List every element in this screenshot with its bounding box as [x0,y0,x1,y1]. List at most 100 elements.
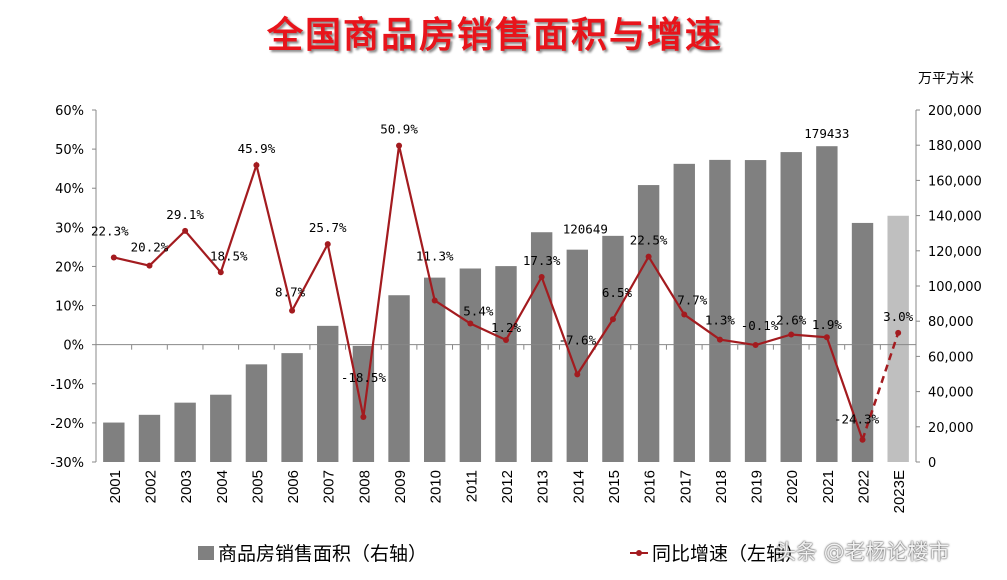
growth-data-label: 50.9% [380,122,418,137]
x-tick-label: 2009 [392,470,409,503]
growth-data-label: 25.7% [309,220,347,235]
x-tick-label: 2003 [178,470,195,503]
growth-data-label: 22.3% [91,223,129,238]
growth-point [681,311,688,318]
growth-point [182,227,189,234]
x-tick-label: 2021 [820,470,837,503]
bar [388,295,410,462]
growth-point [574,371,581,378]
x-tick-label: 2013 [535,470,552,503]
line-marker-icon [630,549,648,556]
growth-data-label: 29.1% [166,207,204,222]
legend-label-line: 同比增速（左轴） [652,543,805,565]
right-tick-label: 160,000 [928,174,982,189]
left-tick-label: -30% [50,456,84,471]
growth-data-label: 7.7% [677,293,708,308]
growth-data-label: 1.9% [812,317,843,332]
bar [637,185,660,462]
growth-line-estimate [861,332,900,441]
growth-data-label: 5.4% [463,304,494,319]
bar [887,215,909,462]
bar [245,364,268,462]
right-tick-label: 140,000 [928,210,982,225]
growth-point [324,241,331,248]
left-tick-label: 40% [55,182,84,197]
chart-title: 全国商品房销售面积与增速 [266,14,723,56]
growth-data-label: 18.5% [210,248,248,263]
bar [816,146,838,462]
left-tick-label: 50% [55,143,84,158]
bar [495,266,517,462]
growth-point [788,331,795,338]
x-tick-label: 2011 [463,470,480,502]
growth-point [146,262,153,269]
bar [424,277,446,462]
x-tick-label: 2001 [107,470,124,503]
growth-data-label: 2.6% [776,312,807,327]
bar [744,160,767,462]
growth-data-label: 11.3% [416,248,454,263]
watermark: 头条 @老杨论楼市 [775,540,950,564]
right-tick-label: 80,000 [928,315,974,330]
growth-point [823,334,830,341]
left-tick-label: -20% [50,417,84,432]
right-tick-label: 40,000 [928,386,974,401]
bar [459,268,482,462]
x-tick-label: 2010 [428,470,445,503]
bar [281,353,303,462]
right-tick-label: 180,000 [928,139,982,154]
legend-item-line: 同比增速（左轴） [630,539,804,566]
growth-point [467,320,474,327]
x-tick-label: 2014 [570,470,587,503]
x-tick-label: 2022 [856,470,873,503]
bar [709,159,731,462]
growth-data-label: -7.6% [558,332,596,347]
growth-data-label: 45.9% [238,141,276,156]
bar [103,422,125,462]
bar-data-label: 120649 [563,222,608,237]
x-tick-label: 2020 [784,470,801,503]
growth-point [253,162,260,169]
left-tick-label: 20% [55,260,84,275]
right-tick-label: 200,000 [928,104,982,119]
right-axis-unit: 万平方米 [918,71,974,87]
growth-point [360,414,367,421]
growth-data-label: 8.7% [275,285,306,300]
growth-data-label: 20.2% [131,240,169,255]
growth-point [217,269,224,276]
bar [210,394,232,462]
x-tick-label: 2018 [713,470,730,503]
left-tick-label: 0% [63,339,84,354]
x-tick-label: 2002 [142,470,159,503]
bar [566,249,588,462]
x-tick-label: 2004 [214,470,231,503]
growth-point [859,436,866,443]
x-tick-label: 2008 [356,470,373,503]
growth-point [716,336,723,343]
growth-data-label: 1.2% [491,320,522,335]
x-tick-label: 2023E [891,470,908,513]
right-tick-label: 120,000 [928,245,982,260]
bar-data-label: 179433 [804,126,849,141]
right-tick-label: 60,000 [928,350,974,365]
x-tick-label: 2016 [642,470,659,503]
growth-point [396,142,403,149]
left-tick-label: 30% [55,221,84,236]
growth-data-label: 22.5% [630,233,668,248]
growth-point [752,342,759,349]
growth-data-label: -24.3% [834,412,880,427]
right-tick-label: 100,000 [928,280,982,295]
growth-data-label: -0.1% [741,318,779,333]
growth-line [113,145,864,441]
x-tick-label: 2019 [749,470,766,503]
right-tick-label: 0 [928,456,936,471]
growth-point [645,253,652,260]
bar [138,414,161,462]
x-tick-label: 2012 [499,470,516,503]
left-tick-label: 60% [55,104,84,119]
growth-point [895,329,902,336]
legend-label-bars: 商品房销售面积（右轴） [218,543,428,565]
growth-data-label: 3.0% [883,309,914,324]
bar-swatch-icon [198,545,214,560]
